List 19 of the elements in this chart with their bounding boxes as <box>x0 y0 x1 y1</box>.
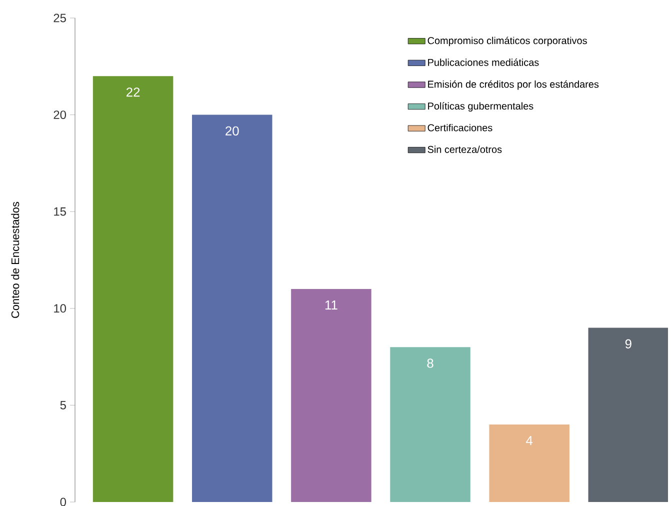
y-tick-label: 0 <box>60 498 66 506</box>
data-label: 20 <box>226 126 239 136</box>
data-label: 4 <box>526 436 533 445</box>
legend-label: Compromiso climáticos corporativos <box>428 36 587 46</box>
y-tick-label: 20 <box>54 110 66 120</box>
y-tick-label: 15 <box>54 207 66 216</box>
legend-label: Certificaciones <box>428 124 492 132</box>
data-label: 11 <box>325 300 338 310</box>
y-tick-label: 5 <box>60 401 66 410</box>
data-label: 8 <box>427 358 434 368</box>
legend-label: Políticas gubermentales <box>428 102 534 112</box>
y-axis-title: Conteo de Encuestados <box>11 202 20 318</box>
y-tick-label: 10 <box>54 304 66 313</box>
data-label: 22 <box>126 88 140 97</box>
legend-label: Sin certeza/otros <box>428 146 502 153</box>
data-label: 9 <box>625 339 632 348</box>
legend-label: Emisión de créditos por los estándares <box>428 80 599 90</box>
y-tick-label: 25 <box>54 14 66 22</box>
legend-label: Publicaciones mediáticas <box>428 58 539 66</box>
